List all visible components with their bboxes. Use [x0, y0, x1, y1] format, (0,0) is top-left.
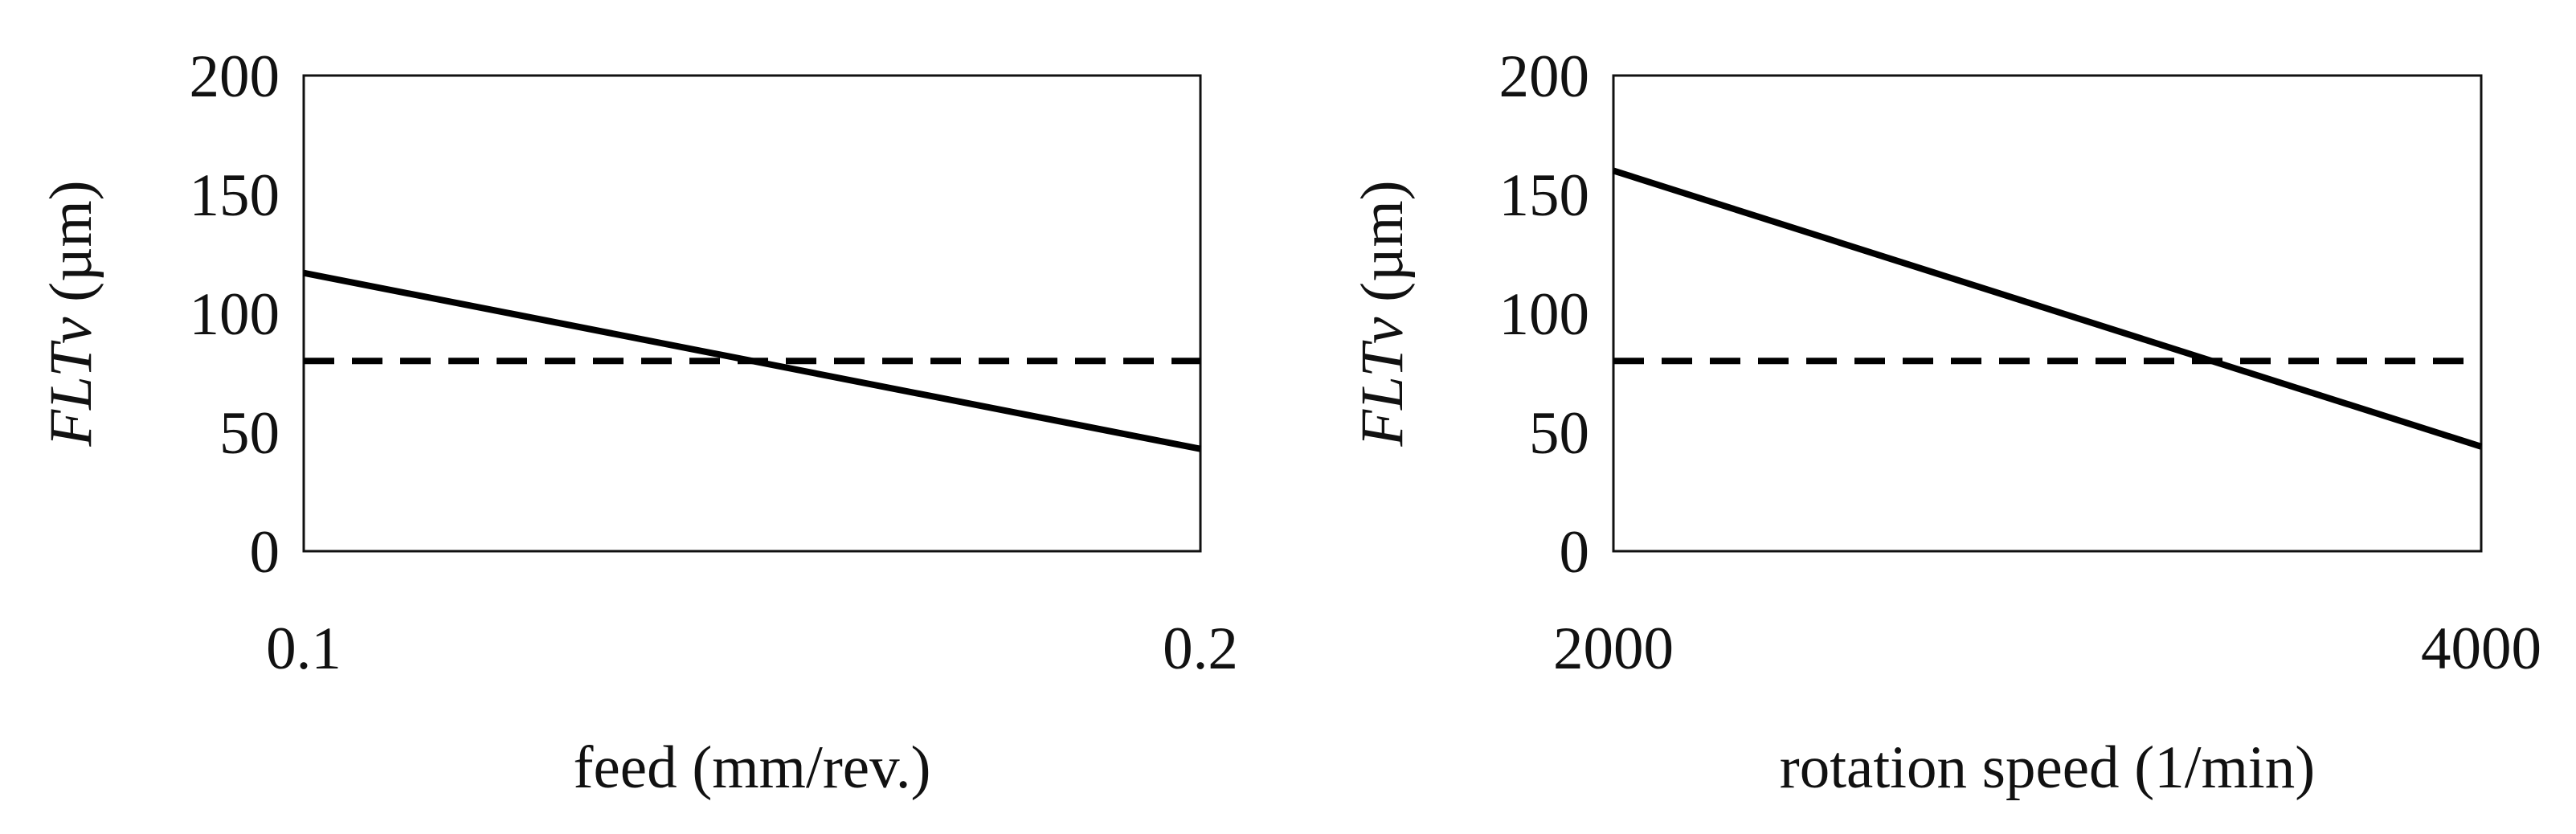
x-tick-label: 4000 — [2421, 615, 2541, 682]
y-tick-label: 50 — [219, 400, 280, 467]
x-tick-label: 0.2 — [1163, 615, 1238, 682]
y-tick-label: 0 — [1560, 519, 1590, 586]
series-lines — [1612, 167, 2483, 450]
x-tick-label: 0.1 — [266, 615, 341, 682]
y-tick-label: 150 — [1499, 162, 1590, 229]
y-tick-label: 0 — [250, 519, 280, 586]
y-tick-label: 100 — [1499, 281, 1590, 348]
y-tick-labels: 0 50 100 150 200 — [1499, 43, 1590, 586]
plot-area-frame — [1612, 74, 2483, 553]
y-tick-label: 200 — [190, 43, 280, 110]
x-axis-label: rotation speed (1/min) — [1780, 734, 2316, 801]
x-axis-label: feed (mm/rev.) — [574, 734, 931, 801]
y-tick-label: 150 — [190, 162, 280, 229]
series-lines — [303, 269, 1201, 452]
y-axis-label: FLTv (µm) — [38, 180, 104, 447]
plot-area-frame — [302, 74, 1202, 553]
y-tick-label: 100 — [190, 281, 280, 348]
feed-chart: 0 50 100 150 200 0.1 0.2 feed (mm/rev.) FLTv … — [38, 43, 1238, 801]
x-tick-label: 2000 — [1553, 615, 1674, 682]
solid-series-line — [1612, 167, 2483, 450]
y-tick-label: 50 — [1529, 400, 1589, 467]
x-tick-labels: 0.1 0.2 — [266, 615, 1238, 682]
y-axis-label-unit: (µm) — [38, 180, 104, 317]
y-axis-label-symbol: FLTv — [1349, 317, 1416, 448]
y-axis-label-unit: (µm) — [1349, 180, 1416, 317]
x-tick-labels: 2000 4000 — [1553, 615, 2541, 682]
rotation-speed-chart: 0 50 100 150 200 2000 4000 rotation speed (1/… — [1349, 43, 2541, 801]
y-axis-label: FLTv (µm) — [1349, 180, 1416, 447]
y-tick-label: 200 — [1499, 43, 1590, 110]
y-axis-label-symbol: FLTv — [38, 317, 104, 448]
y-tick-labels: 0 50 100 150 200 — [190, 43, 280, 586]
